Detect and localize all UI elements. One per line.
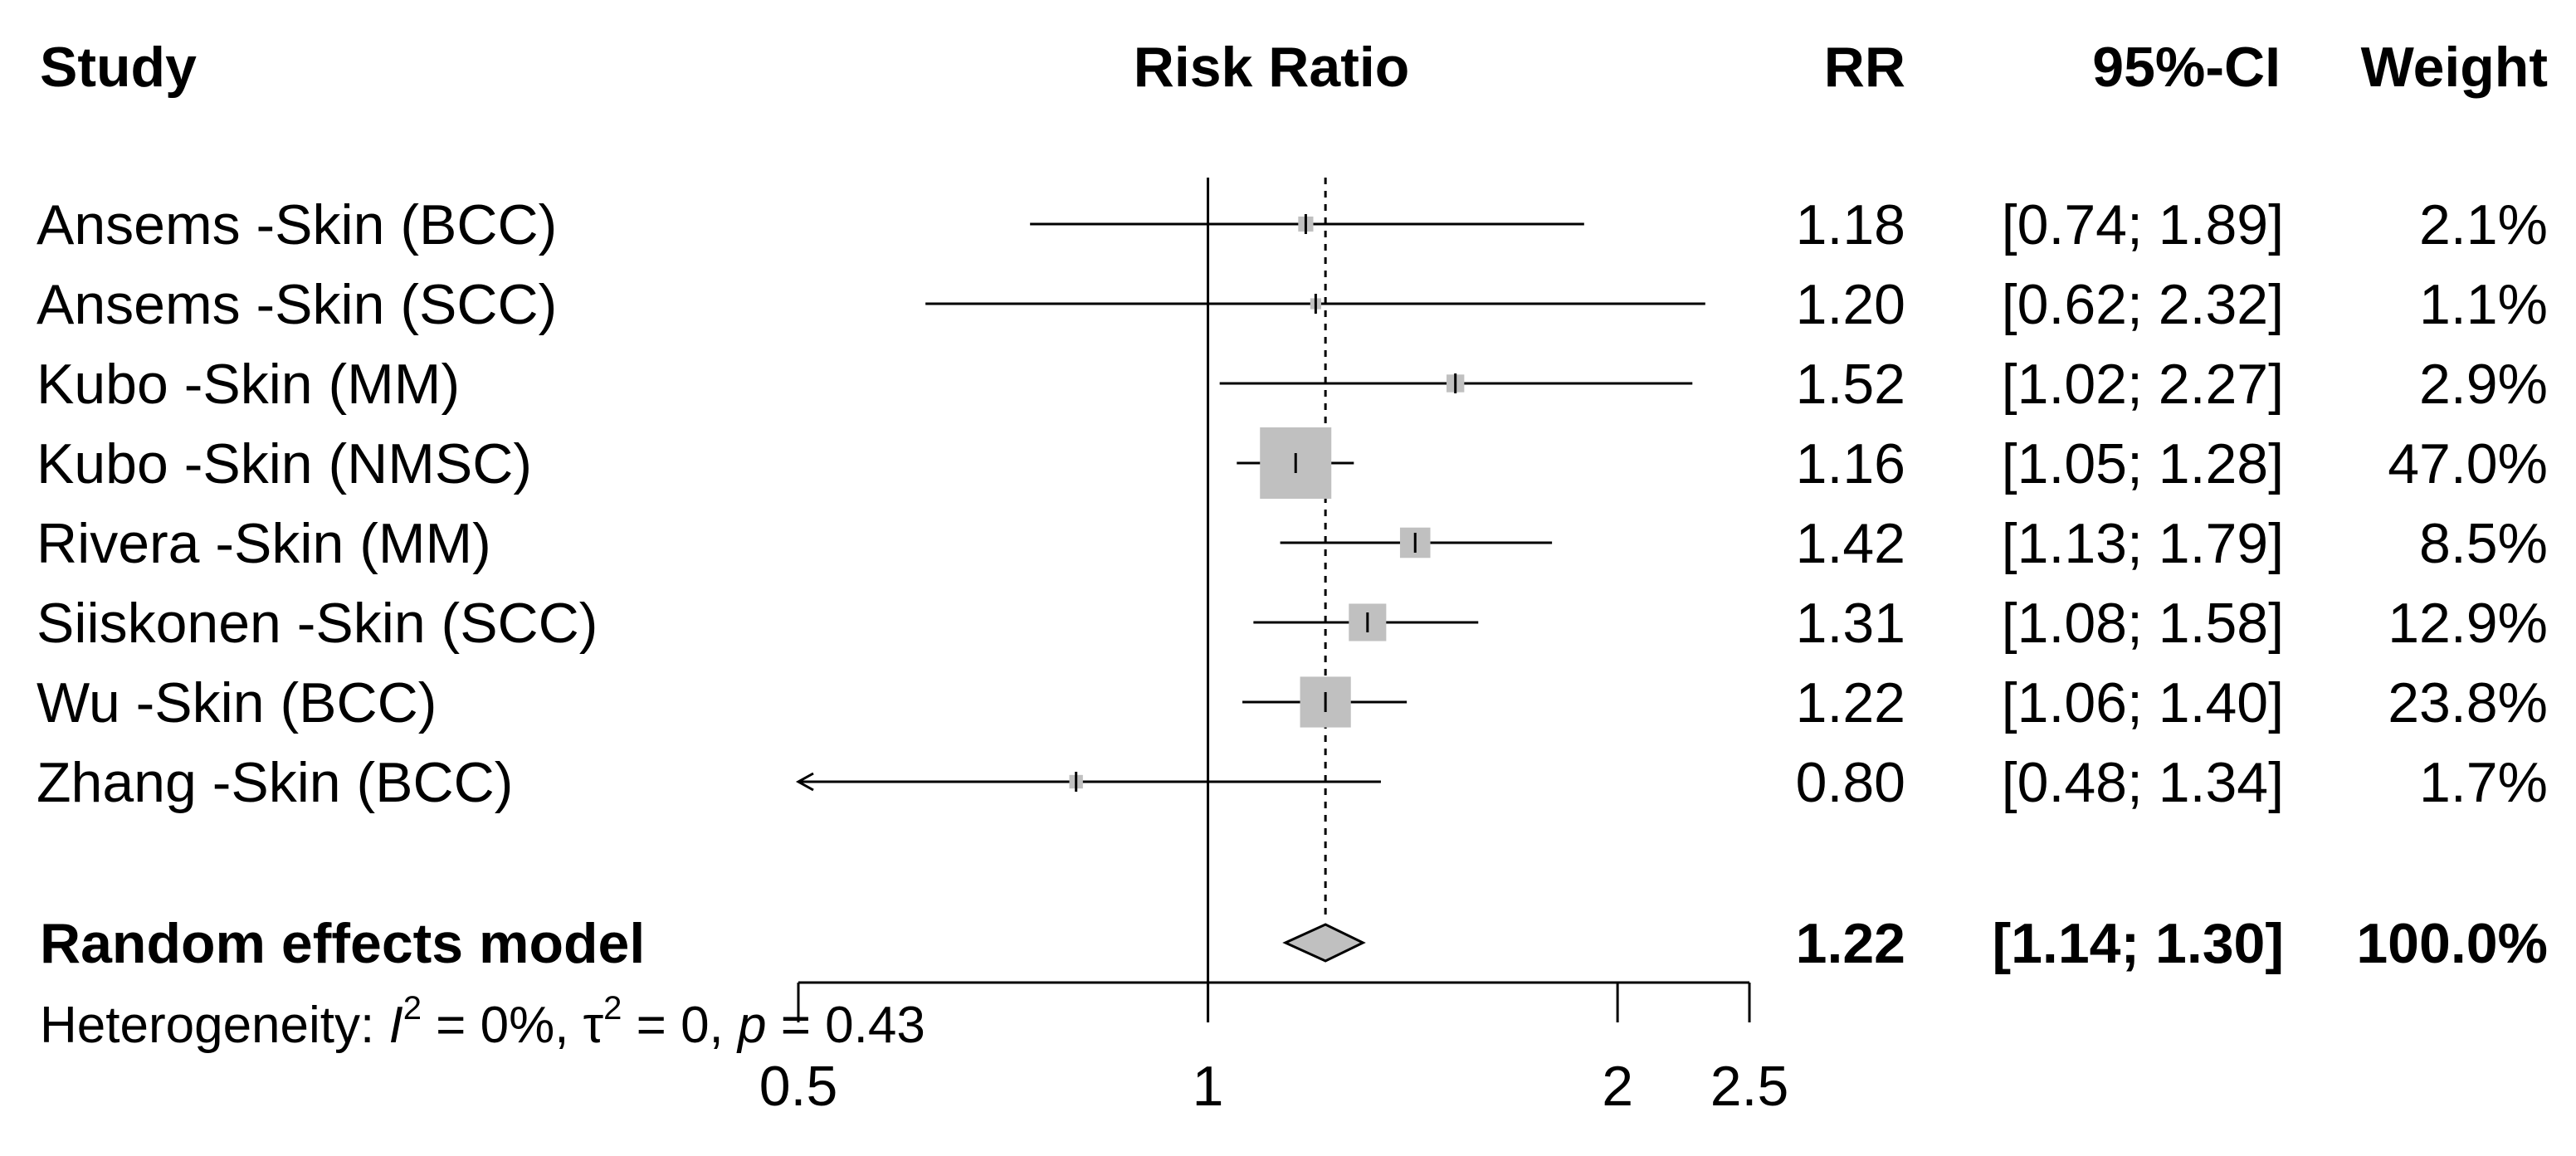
study-rr: 1.42 xyxy=(1796,512,1905,575)
x-tick-label-1: 1 xyxy=(1193,1055,1224,1118)
study-label: Wu -Skin (BCC) xyxy=(37,671,437,734)
study-ci: [0.74; 1.89] xyxy=(2002,193,2284,256)
study-rr: 1.18 xyxy=(1796,193,1905,256)
study-weight: 2.9% xyxy=(2419,353,2548,416)
study-rr: 1.20 xyxy=(1796,273,1905,336)
study-row-1: Ansems -Skin (SCC) 1.20 [0.62; 2.32] 1.1% xyxy=(37,273,2548,336)
study-label: Ansems -Skin (SCC) xyxy=(37,273,557,336)
study-label: Ansems -Skin (BCC) xyxy=(37,193,557,256)
study-rr: 1.22 xyxy=(1796,671,1905,734)
study-row-2: Kubo -Skin (MM) 1.52 [1.02; 2.27] 2.9% xyxy=(37,353,2548,416)
study-row-0: Ansems -Skin (BCC) 1.18 [0.74; 1.89] 2.1% xyxy=(37,193,2548,256)
study-rr: 1.31 xyxy=(1796,592,1905,655)
study-row-3: Kubo -Skin (NMSC) 1.16 [1.05; 1.28] 47.0% xyxy=(37,427,2548,499)
study-label: Siiskonen -Skin (SCC) xyxy=(37,592,598,655)
pooled-row: Random effects model 1.22 [1.14; 1.30] 100.… xyxy=(40,912,2548,975)
study-weight: 12.9% xyxy=(2388,592,2548,655)
x-tick-label-2: 2 xyxy=(1602,1055,1633,1118)
heterogeneity-text: Heterogeneity: I2 = 0%, τ2 = 0, p = 0.43 xyxy=(40,990,925,1054)
pooled-weight: 100.0% xyxy=(2356,912,2548,975)
study-weight: 1.7% xyxy=(2419,751,2548,814)
study-rows: Ansems -Skin (BCC) 1.18 [0.74; 1.89] 2.1%An… xyxy=(37,193,2548,814)
header-study: Study xyxy=(40,36,197,99)
study-ci: [1.13; 1.79] xyxy=(2002,512,2284,575)
study-rr: 1.52 xyxy=(1796,353,1905,416)
header-rr: RR xyxy=(1824,36,1905,99)
study-ci: [1.05; 1.28] xyxy=(2002,432,2284,495)
pooled-rr: 1.22 xyxy=(1796,912,1905,975)
study-weight: 23.8% xyxy=(2388,671,2548,734)
pooled-diamond xyxy=(1282,923,1366,963)
x-tick-label-3: 2.5 xyxy=(1710,1055,1789,1118)
study-row-4: Rivera -Skin (MM) 1.42 [1.13; 1.79] 8.5% xyxy=(37,512,2548,575)
study-weight: 1.1% xyxy=(2419,273,2548,336)
axis-layer: 0.5 1 2 2.5 xyxy=(759,178,1789,1118)
study-weight: 47.0% xyxy=(2388,432,2548,495)
study-ci: [1.08; 1.58] xyxy=(2002,592,2284,655)
x-tick-label-0: 0.5 xyxy=(759,1055,838,1118)
study-ci: [1.02; 2.27] xyxy=(2002,353,2284,416)
header-weight: Weight xyxy=(2361,36,2548,99)
study-ci: [0.48; 1.34] xyxy=(2002,751,2284,814)
header-ci: 95%-CI xyxy=(2092,36,2281,99)
study-rr: 0.80 xyxy=(1796,751,1905,814)
pooled-label: Random effects model xyxy=(40,912,645,975)
study-row-7: Zhang -Skin (BCC) 0.80 [0.48; 1.34] 1.7% xyxy=(37,751,2548,814)
header-effect: Risk Ratio xyxy=(1134,36,1410,99)
study-label: Kubo -Skin (MM) xyxy=(37,353,460,416)
study-ci: [1.06; 1.40] xyxy=(2002,671,2284,734)
study-rr: 1.16 xyxy=(1796,432,1905,495)
pooled-ci: [1.14; 1.30] xyxy=(1992,912,2284,975)
study-label: Rivera -Skin (MM) xyxy=(37,512,491,575)
study-label: Kubo -Skin (NMSC) xyxy=(37,432,532,495)
study-row-6: Wu -Skin (BCC) 1.22 [1.06; 1.40] 23.8% xyxy=(37,671,2548,734)
study-weight: 2.1% xyxy=(2419,193,2548,256)
study-ci: [0.62; 2.32] xyxy=(2002,273,2284,336)
study-weight: 8.5% xyxy=(2419,512,2548,575)
study-label: Zhang -Skin (BCC) xyxy=(37,751,513,814)
study-row-5: Siiskonen -Skin (SCC) 1.31 [1.08; 1.58] 12.… xyxy=(37,592,2548,655)
study-ci-arrow xyxy=(795,772,814,792)
